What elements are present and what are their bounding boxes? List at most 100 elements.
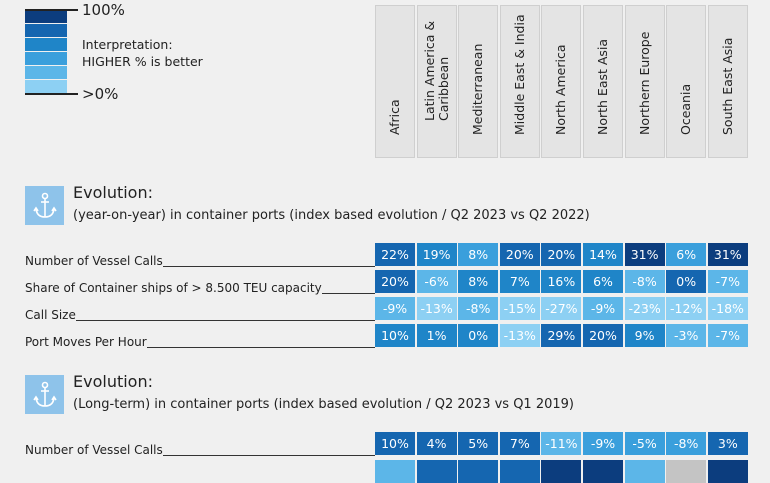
legend-bottom-line: [25, 93, 78, 95]
legend-top-line: [25, 9, 78, 11]
region-label: Middle East & India: [511, 14, 527, 135]
table-cell: [499, 460, 540, 483]
table-cell: -12%: [666, 297, 707, 320]
table-cell: [541, 460, 582, 483]
region-label: Northern Europe: [636, 31, 652, 135]
row-label: Number of Vessel Calls: [25, 254, 163, 268]
region-header: Middle East & India: [499, 5, 540, 158]
region-header: Mediterranean: [458, 5, 499, 158]
table-cell: -5%: [624, 432, 665, 455]
region-label: North East Asia: [595, 38, 610, 135]
table-cell: -7%: [707, 324, 748, 347]
section-title: Evolution:: [73, 183, 153, 202]
table-cell: [375, 460, 415, 483]
row-label: Number of Vessel Calls: [25, 443, 163, 457]
table-cell: 20%: [541, 243, 582, 266]
table-cell: 20%: [375, 270, 415, 293]
table-cell: 4%: [416, 432, 457, 455]
region-header: North East Asia: [583, 5, 623, 158]
table-cell: 22%: [375, 243, 415, 266]
table-cell: 9%: [624, 324, 665, 347]
table-cell: 8%: [458, 270, 499, 293]
section-subtitle: (year-on-year) in container ports (index…: [73, 208, 590, 223]
table-cell: 6%: [666, 243, 707, 266]
table-cell: 31%: [624, 243, 665, 266]
region-header: South East Asia: [707, 5, 748, 158]
table-cell: -7%: [707, 270, 748, 293]
table-cell: 10%: [375, 432, 415, 455]
table-cell: -23%: [624, 297, 665, 320]
table-cell: [624, 460, 665, 483]
table-cell: 3%: [707, 432, 748, 455]
anchor-icon: [25, 375, 64, 414]
table-cell: 20%: [583, 324, 623, 347]
table-cell: -6%: [416, 270, 457, 293]
table-cell: 5%: [458, 432, 499, 455]
table-cell: [583, 460, 623, 483]
region-label: Oceania: [678, 83, 694, 135]
region-label: South East Asia: [719, 37, 735, 135]
legend-swatch: [25, 52, 67, 65]
row-leader-line: [163, 266, 375, 267]
region-header: Northern Europe: [624, 5, 665, 158]
legend-swatch: [25, 80, 67, 93]
anchor-icon: [25, 186, 64, 225]
table-cell: -3%: [666, 324, 707, 347]
table-cell: 10%: [375, 324, 415, 347]
region-header: Oceania: [666, 5, 707, 158]
table-cell: 31%: [707, 243, 748, 266]
region-label: Mediterranean: [470, 43, 486, 135]
table-cell: -27%: [541, 297, 582, 320]
legend-top-label: 100%: [82, 1, 125, 19]
table-cell: -8%: [666, 432, 707, 455]
legend-bottom-label: >0%: [82, 85, 119, 103]
region-header: Latin America & Caribbean: [416, 5, 457, 158]
row-label: Share of Container ships of > 8.500 TEU …: [25, 281, 322, 295]
table-cell: 8%: [458, 243, 499, 266]
legend-swatch: [25, 38, 67, 51]
table-cell: -9%: [583, 297, 623, 320]
table-cell: 14%: [583, 243, 623, 266]
legend-swatch: [25, 10, 67, 23]
table-cell: 7%: [499, 432, 540, 455]
row-leader-line: [163, 455, 375, 456]
legend-swatch: [25, 66, 67, 79]
table-cell: -11%: [541, 432, 582, 455]
region-label: North America: [553, 44, 569, 136]
table-cell: 19%: [416, 243, 457, 266]
table-cell: -9%: [375, 297, 415, 320]
table-cell: 0%: [666, 270, 707, 293]
row-label: Port Moves Per Hour: [25, 335, 147, 349]
table-cell: -13%: [499, 324, 540, 347]
region-header: Africa: [375, 5, 415, 158]
row-leader-line: [322, 293, 375, 294]
region-label: Africa: [387, 99, 402, 135]
table-cell: -8%: [458, 297, 499, 320]
interpretation-text: HIGHER % is better: [82, 54, 203, 69]
row-label: Call Size: [25, 308, 76, 322]
table-cell: -9%: [583, 432, 623, 455]
table-cell: -13%: [416, 297, 457, 320]
table-cell: [666, 460, 707, 483]
table-cell: [707, 460, 748, 483]
table-cell: 20%: [499, 243, 540, 266]
region-header: North America: [541, 5, 582, 158]
table-cell: 0%: [458, 324, 499, 347]
table-cell: 16%: [541, 270, 582, 293]
table-cell: -15%: [499, 297, 540, 320]
interpretation-title: Interpretation:: [82, 37, 173, 52]
row-leader-line: [76, 320, 375, 321]
section-title: Evolution:: [73, 372, 153, 391]
table-cell: -8%: [624, 270, 665, 293]
table-cell: 7%: [499, 270, 540, 293]
table-cell: 1%: [416, 324, 457, 347]
region-label: Latin America & Caribbean: [421, 20, 451, 121]
table-cell: 29%: [541, 324, 582, 347]
row-leader-line: [147, 347, 375, 348]
section-subtitle: (Long-term) in container ports (index ba…: [73, 397, 574, 412]
table-cell: [458, 460, 499, 483]
legend-swatch: [25, 24, 67, 37]
table-cell: 6%: [583, 270, 623, 293]
table-cell: [416, 460, 457, 483]
table-cell: -18%: [707, 297, 748, 320]
